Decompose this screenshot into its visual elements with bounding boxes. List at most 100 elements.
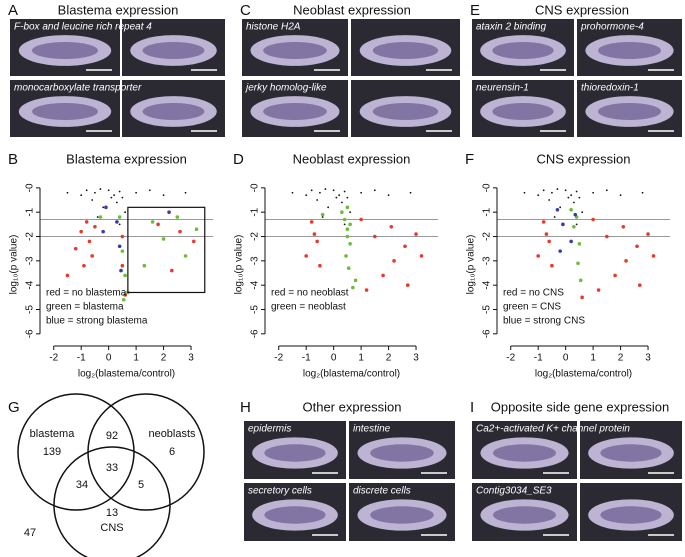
count: 34	[76, 479, 88, 491]
panel-letter: A	[8, 2, 18, 19]
point	[135, 191, 138, 194]
point	[619, 194, 622, 197]
point	[118, 190, 121, 193]
point	[578, 278, 583, 283]
point	[91, 199, 94, 201]
point	[99, 188, 102, 190]
point	[115, 220, 119, 224]
point	[542, 189, 545, 192]
point	[65, 273, 70, 278]
point	[547, 239, 551, 244]
point	[537, 194, 540, 197]
y-tick-label: -6	[482, 329, 493, 338]
point	[564, 189, 567, 192]
image-label: ataxin 2 binding	[476, 22, 546, 33]
y-tick-label: -5	[482, 305, 493, 314]
point	[569, 207, 573, 212]
image-label: intestine	[353, 424, 391, 435]
panel-letter: B	[8, 151, 18, 168]
micrograph	[244, 483, 346, 541]
point	[343, 223, 346, 226]
annotation: blue = strong CNS	[503, 316, 585, 327]
y-tick-label: -0	[482, 183, 493, 192]
point	[178, 229, 182, 234]
point	[142, 263, 147, 268]
point	[170, 268, 174, 273]
worm-stain	[264, 444, 326, 462]
point	[348, 222, 352, 227]
point	[651, 254, 656, 258]
micrograph	[577, 19, 682, 76]
worm-stain	[598, 102, 661, 121]
point	[316, 199, 319, 201]
worm-stain	[598, 41, 661, 60]
worm-stain	[263, 102, 327, 121]
worm-stain	[370, 444, 434, 462]
point	[318, 263, 322, 268]
point	[117, 215, 122, 219]
x-tick-label: 0	[563, 353, 569, 364]
point	[544, 232, 549, 236]
point	[101, 229, 105, 234]
point	[360, 191, 363, 194]
point	[592, 191, 595, 194]
y-tick-label: -1	[250, 207, 261, 216]
y-tick-label: -0	[250, 183, 261, 192]
panel-letter: E	[470, 2, 480, 19]
point	[162, 194, 165, 197]
point	[310, 189, 313, 192]
y-tick-label: -2	[25, 232, 36, 241]
point	[637, 283, 642, 287]
worm-stain	[372, 41, 439, 60]
point	[124, 211, 127, 214]
point	[349, 211, 352, 214]
point	[387, 194, 390, 197]
point	[85, 189, 88, 192]
point	[119, 268, 123, 273]
annotation: blue = strong blastema	[46, 316, 148, 327]
point	[536, 254, 540, 258]
point	[575, 190, 578, 193]
annotation: red = no CNS	[503, 288, 564, 299]
point	[343, 190, 346, 193]
point	[558, 249, 562, 253]
venn-circles	[17, 393, 205, 557]
point	[87, 239, 92, 244]
point	[338, 194, 341, 197]
set-label: neoblasts	[148, 428, 196, 440]
point	[123, 273, 127, 278]
point	[110, 196, 113, 199]
point	[570, 194, 573, 197]
count: 33	[106, 462, 118, 474]
point	[550, 263, 554, 268]
x-tick-label: 0	[331, 353, 337, 364]
point	[351, 285, 355, 290]
venn-circle	[53, 446, 171, 557]
micrograph	[472, 80, 574, 137]
worm-stain	[493, 506, 556, 524]
panel-letter: D	[233, 151, 244, 168]
set-label: CNS	[100, 522, 123, 534]
micrograph	[122, 19, 225, 76]
worm-stain	[600, 506, 662, 524]
point	[79, 229, 83, 234]
point	[80, 194, 83, 197]
point	[120, 263, 125, 268]
point	[381, 273, 385, 278]
y-axis-label: log₁₀(p value)	[466, 235, 477, 295]
worm-stain	[492, 41, 554, 60]
point	[161, 237, 166, 241]
point	[102, 206, 105, 209]
worm-stain	[32, 41, 98, 60]
x-tick-label: -2	[274, 353, 283, 364]
micrograph	[242, 19, 348, 76]
worm-stain	[370, 506, 434, 524]
point	[320, 212, 325, 217]
point	[572, 201, 575, 204]
y-tick-label: -1	[25, 207, 36, 216]
point	[646, 232, 650, 236]
x-tick-label: -2	[506, 353, 515, 364]
point	[344, 254, 348, 258]
micrograph	[472, 421, 577, 479]
point	[184, 191, 187, 194]
